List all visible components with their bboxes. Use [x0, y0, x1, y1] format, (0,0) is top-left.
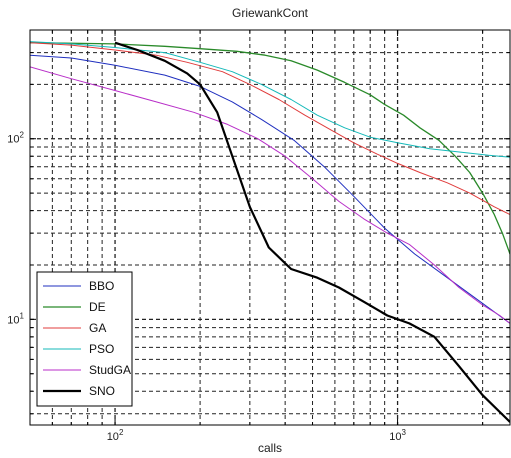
legend-label: StudGA	[89, 363, 131, 377]
legend-label: PSO	[89, 342, 114, 356]
legend-box	[36, 271, 133, 407]
x-tick-label: 103	[389, 428, 406, 443]
series-layer	[30, 41, 510, 423]
series-line-sno	[114, 41, 510, 423]
tick-labels: 102 103 101 102	[7, 131, 406, 443]
legend-label: DE	[89, 300, 106, 314]
x-tick-label: 102	[107, 428, 124, 443]
y-tick-label: 102	[7, 131, 24, 146]
series-line-studga	[30, 66, 510, 324]
series-line-de	[30, 42, 510, 255]
chart-title: GriewankCont	[232, 6, 309, 20]
y-tick-label: 101	[7, 311, 24, 326]
legend-label: BBO	[89, 279, 114, 293]
series-line-bbo	[30, 54, 510, 324]
tick-marks	[30, 30, 510, 425]
legend: BBO DE GA PSO StudGA SNO	[36, 271, 133, 407]
legend-label: SNO	[89, 384, 115, 398]
x-axis-label: calls	[258, 441, 282, 455]
legend-label: GA	[89, 321, 106, 335]
plot-frame	[29, 29, 511, 426]
